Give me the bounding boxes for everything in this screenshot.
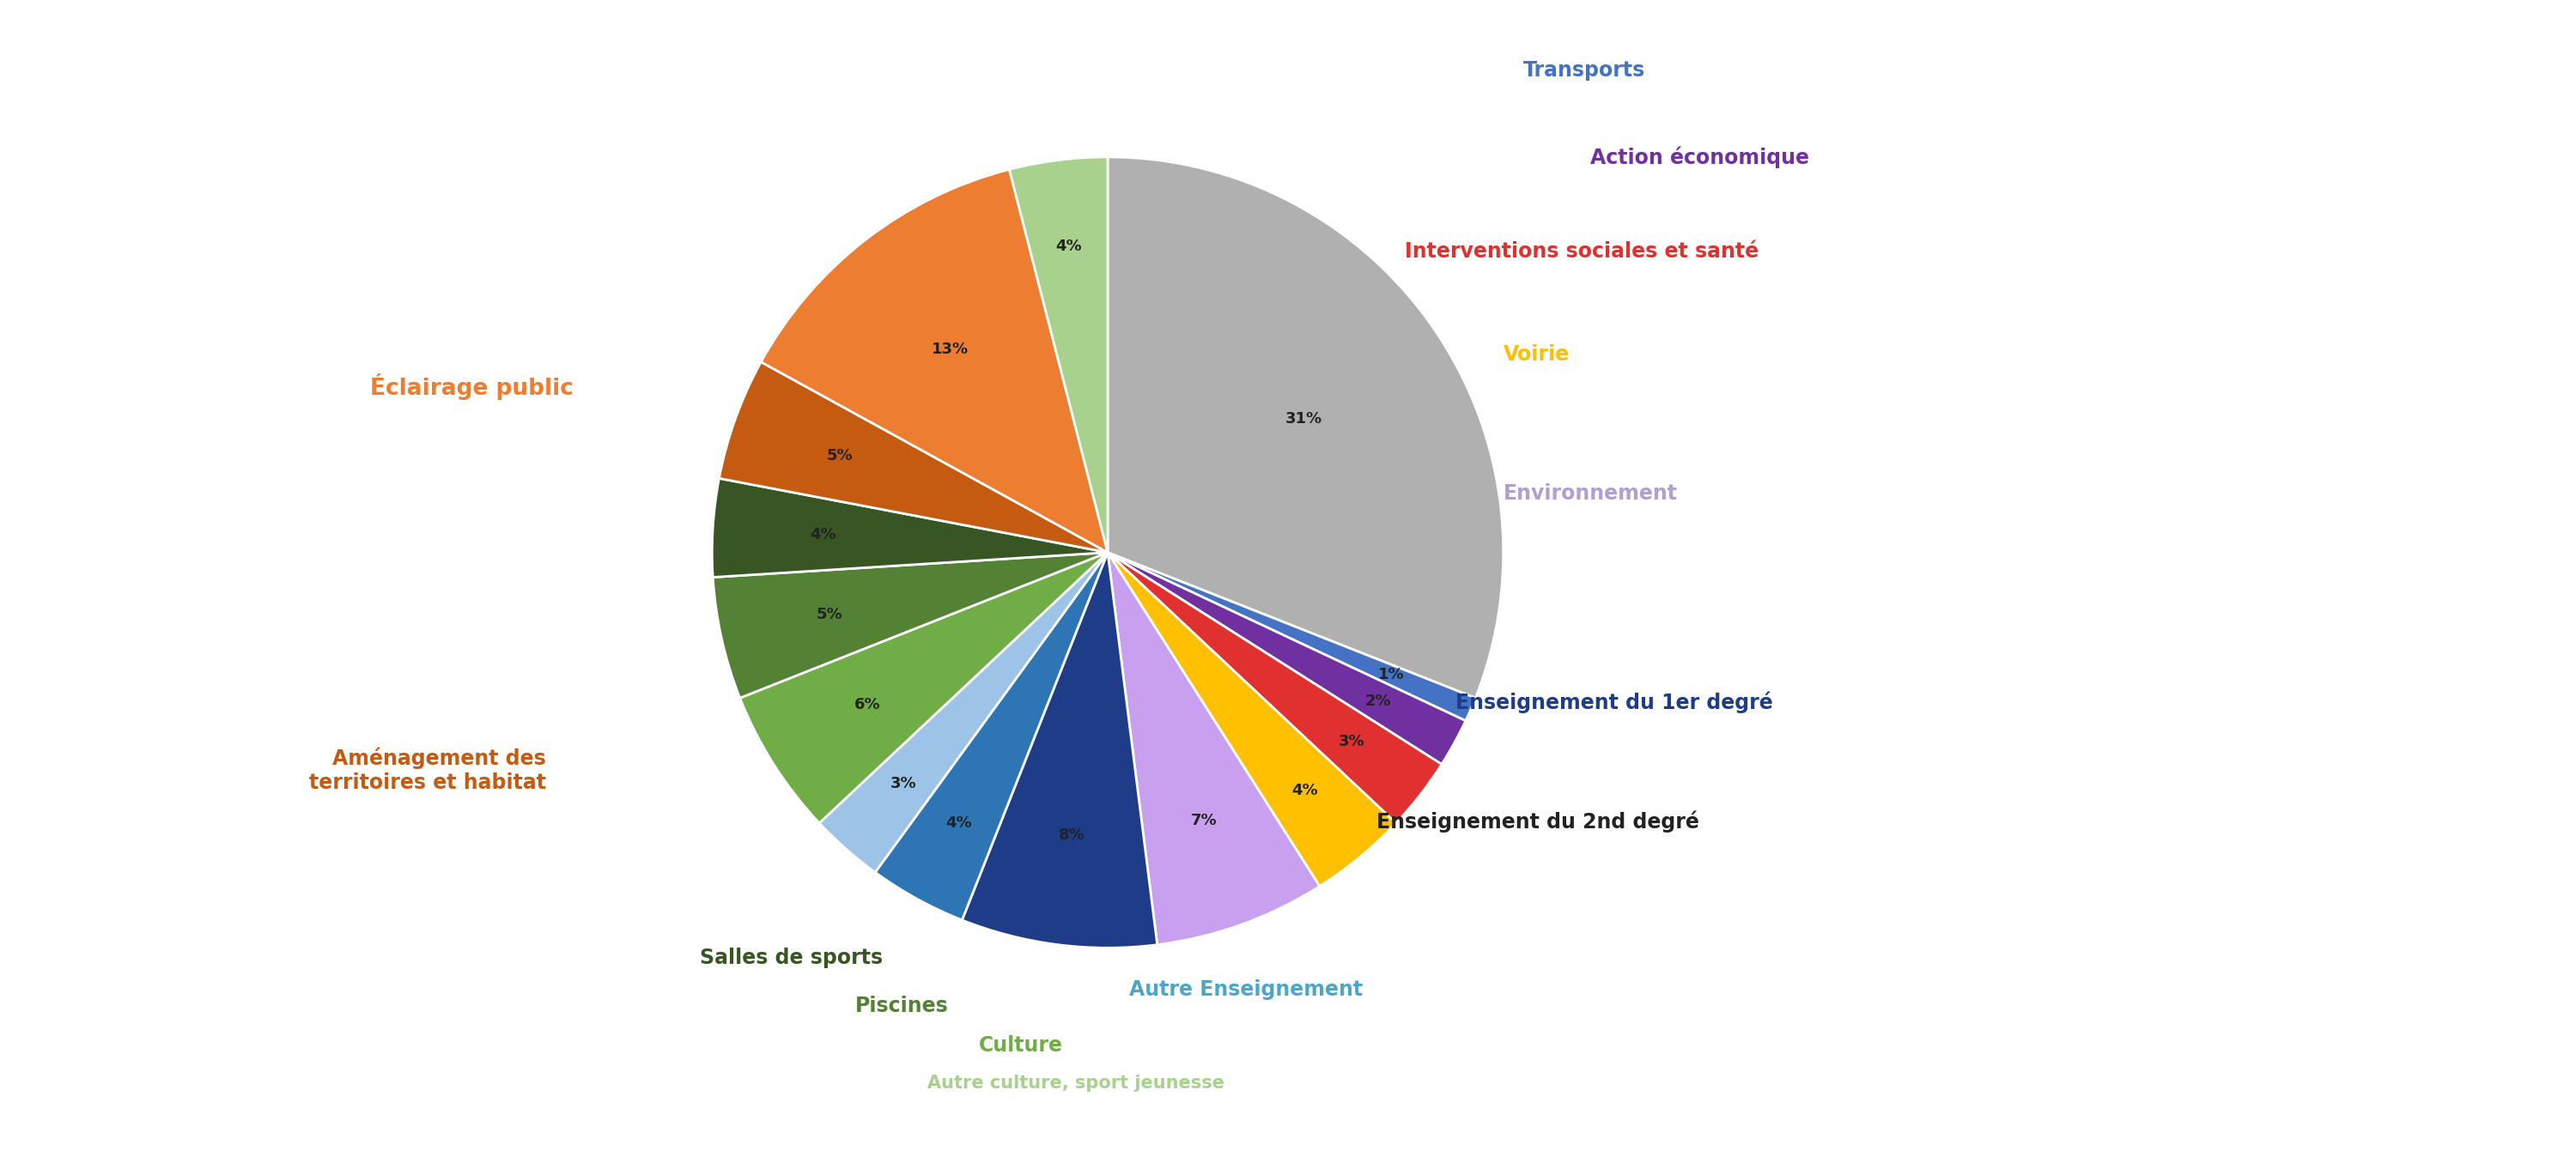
Text: 13%: 13% [933, 342, 969, 357]
Text: Environnement: Environnement [1504, 483, 1677, 504]
Wedge shape [739, 552, 1108, 823]
Text: 3%: 3% [1340, 734, 1365, 749]
Wedge shape [719, 362, 1108, 552]
Wedge shape [819, 552, 1108, 872]
Wedge shape [711, 478, 1108, 577]
Wedge shape [760, 170, 1108, 552]
Text: 7%: 7% [1190, 813, 1218, 828]
Text: Aménagement des
territoires et habitat: Aménagement des territoires et habitat [309, 747, 546, 793]
Wedge shape [1108, 552, 1319, 944]
Text: Culture: Culture [979, 1035, 1064, 1056]
Wedge shape [714, 552, 1108, 698]
Wedge shape [1108, 552, 1396, 886]
Text: 2%: 2% [1365, 693, 1391, 708]
Wedge shape [1010, 157, 1108, 552]
Text: Action économique: Action économique [1589, 147, 1808, 167]
Text: Piscines: Piscines [855, 996, 948, 1016]
Text: Enseignement du 2nd degré: Enseignement du 2nd degré [1376, 811, 1700, 833]
Wedge shape [1108, 552, 1466, 764]
Text: 31%: 31% [1285, 412, 1321, 427]
Text: 4%: 4% [811, 527, 837, 542]
Wedge shape [1108, 157, 1504, 698]
Wedge shape [1108, 552, 1443, 823]
Text: 5%: 5% [827, 448, 853, 464]
Text: Voirie: Voirie [1504, 344, 1569, 365]
Wedge shape [876, 552, 1108, 920]
Text: 4%: 4% [1291, 783, 1316, 798]
Text: Autre Enseignement: Autre Enseignement [1128, 979, 1363, 1000]
Wedge shape [1108, 552, 1476, 721]
Text: Éclairage public: Éclairage public [371, 373, 574, 400]
Text: 4%: 4% [1056, 238, 1082, 255]
Text: Enseignement du 1er degré: Enseignement du 1er degré [1455, 692, 1772, 714]
Text: 1%: 1% [1378, 668, 1404, 683]
Text: Salles de sports: Salles de sports [701, 948, 884, 969]
Text: 4%: 4% [945, 815, 971, 830]
Wedge shape [961, 552, 1157, 948]
Text: Transports: Transports [1522, 59, 1646, 80]
Text: 3%: 3% [891, 776, 917, 792]
Text: 6%: 6% [855, 698, 881, 713]
Text: Interventions sociales et santé: Interventions sociales et santé [1404, 242, 1759, 262]
Text: 5%: 5% [817, 607, 842, 622]
Text: Autre culture, sport jeunesse: Autre culture, sport jeunesse [927, 1075, 1224, 1092]
Text: 8%: 8% [1059, 827, 1084, 843]
